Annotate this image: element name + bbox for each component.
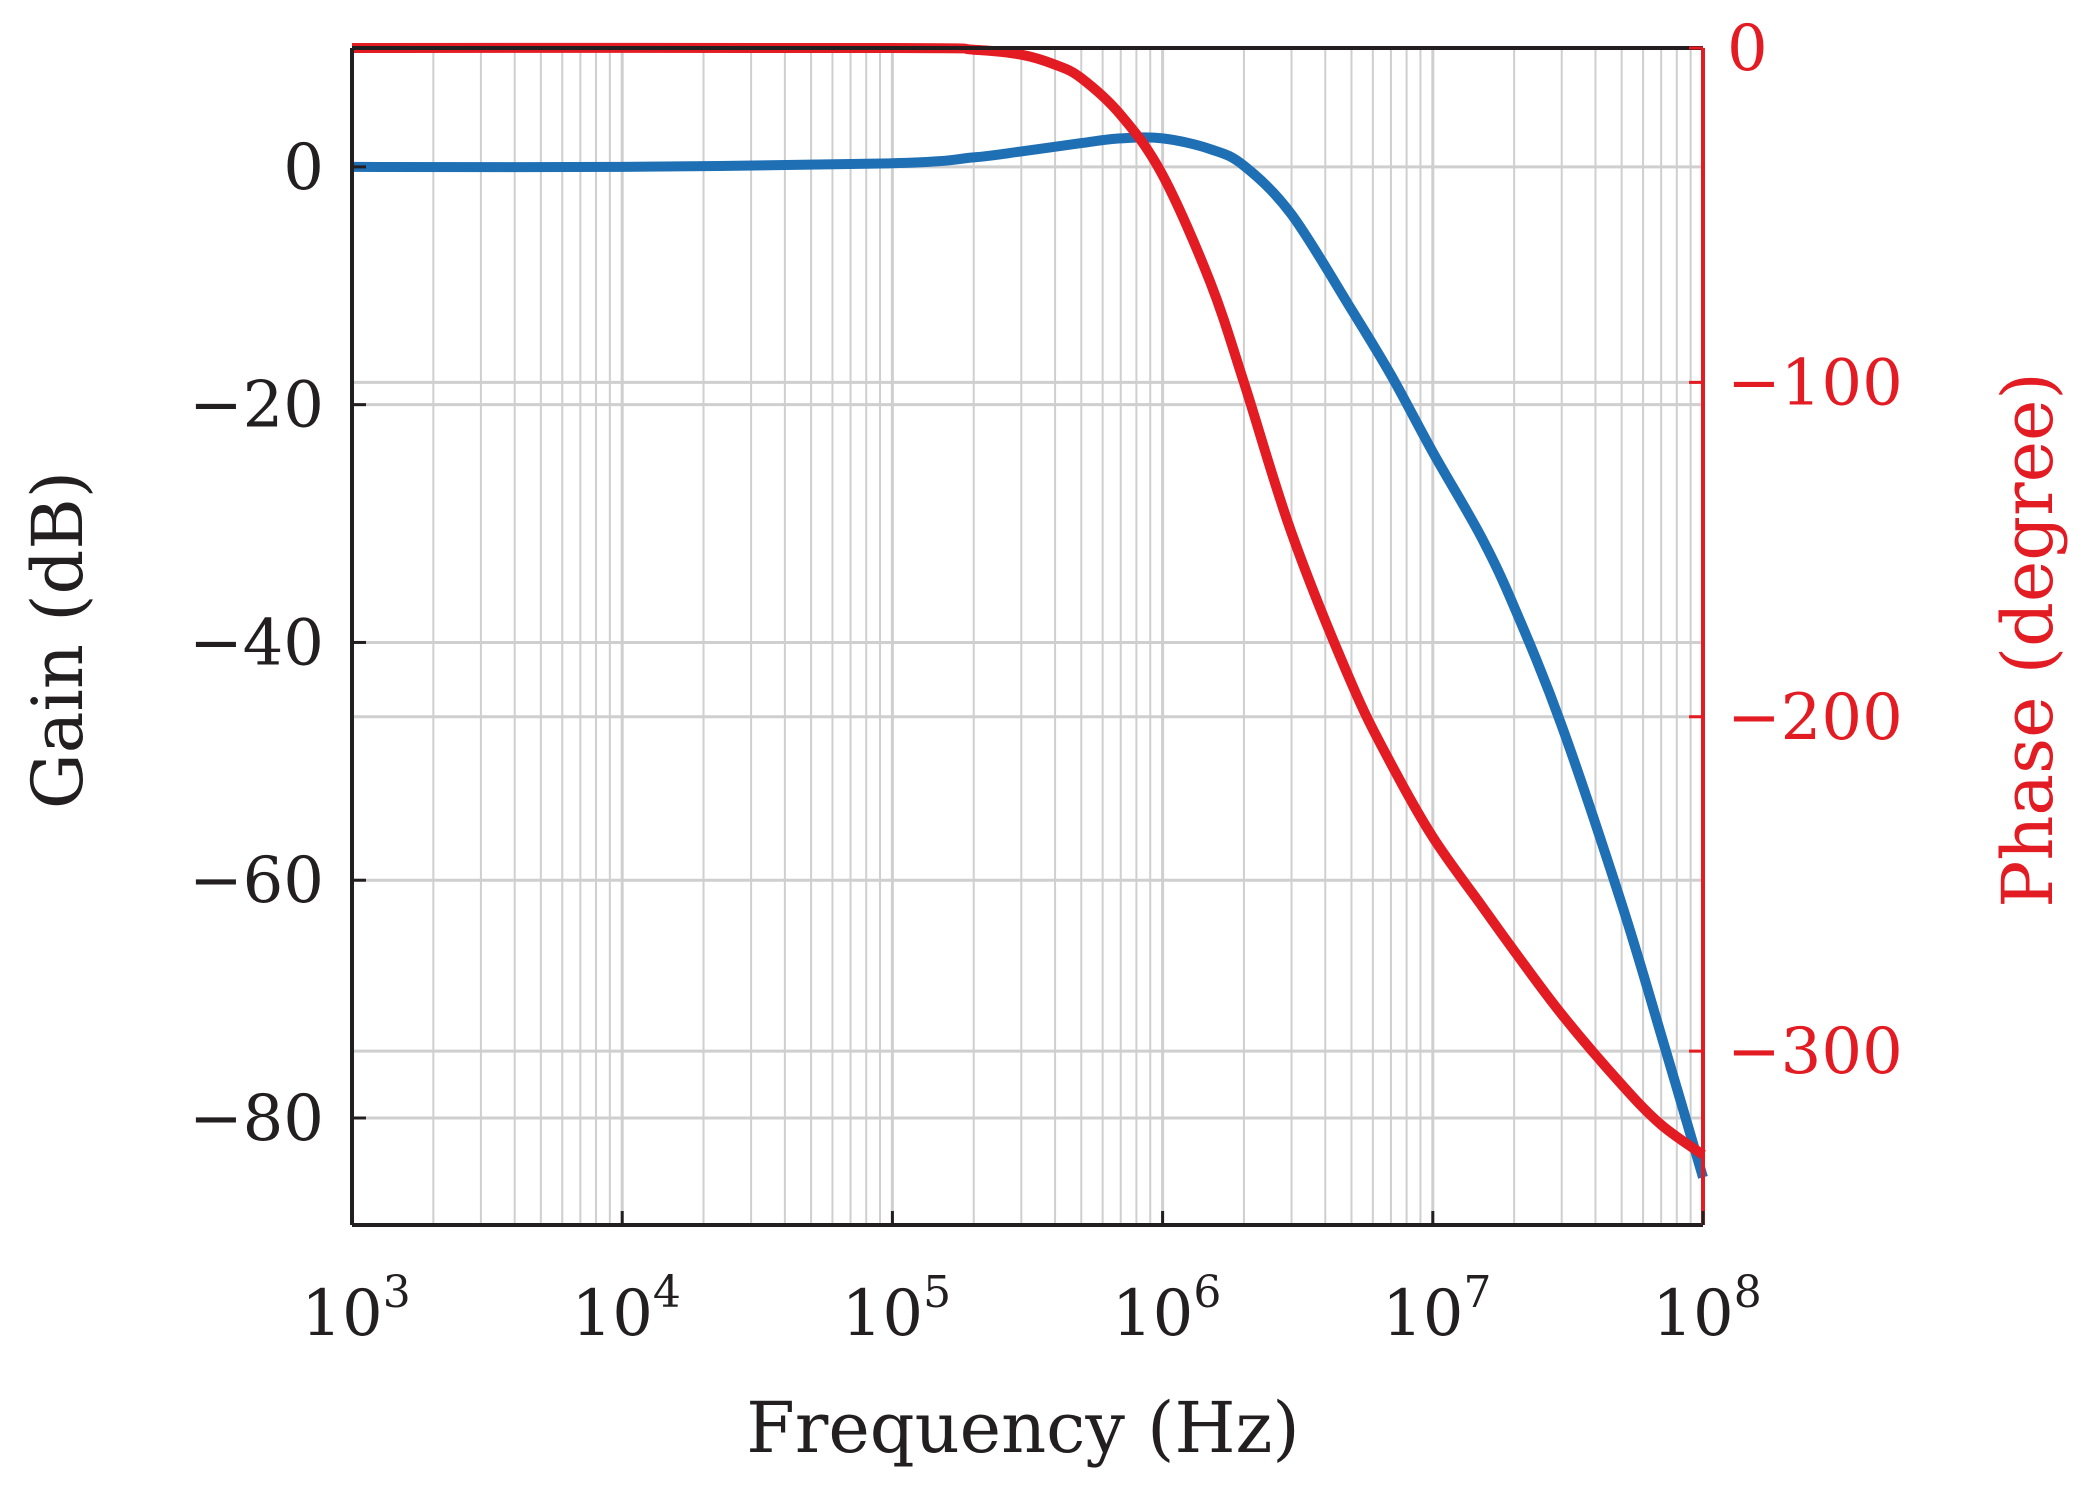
- y2-tick-label: −300: [1727, 1015, 1903, 1089]
- series-line-gain: [351, 132, 1708, 1179]
- y-tick-label: −80: [189, 1082, 324, 1156]
- series-layer: [351, 42, 1708, 1179]
- y2-tick-label: −100: [1727, 346, 1903, 420]
- y-axis-title: Gain (dB): [17, 471, 99, 809]
- axes: [350, 46, 1705, 1227]
- x-tick-label: 108: [1652, 1267, 1761, 1351]
- y2-tick-label: 0: [1727, 12, 1768, 86]
- y-tick-label: −40: [189, 606, 324, 680]
- series-line-phase: [351, 42, 1706, 1159]
- y-tick-label: −20: [189, 369, 324, 443]
- x-axis-title: Frequency (Hz): [746, 1387, 1299, 1469]
- tick-labels: 103 104 105 106 107 108 0 −20 −40 −60 −80 0 −100 −200…: [189, 12, 1903, 1351]
- x-tick-label: 103: [301, 1267, 410, 1351]
- x-tick-label: 104: [571, 1267, 680, 1351]
- x-tick-label: 105: [842, 1267, 951, 1351]
- x-tick-label: 106: [1112, 1267, 1221, 1351]
- grid: [352, 46, 1703, 1225]
- x-tick-label: 107: [1382, 1267, 1491, 1351]
- y-tick-label: 0: [283, 131, 324, 205]
- y2-axis-title: Phase (degree): [1987, 372, 2069, 908]
- y2-tick-label: −200: [1727, 681, 1903, 755]
- y-tick-label: −60: [189, 844, 324, 918]
